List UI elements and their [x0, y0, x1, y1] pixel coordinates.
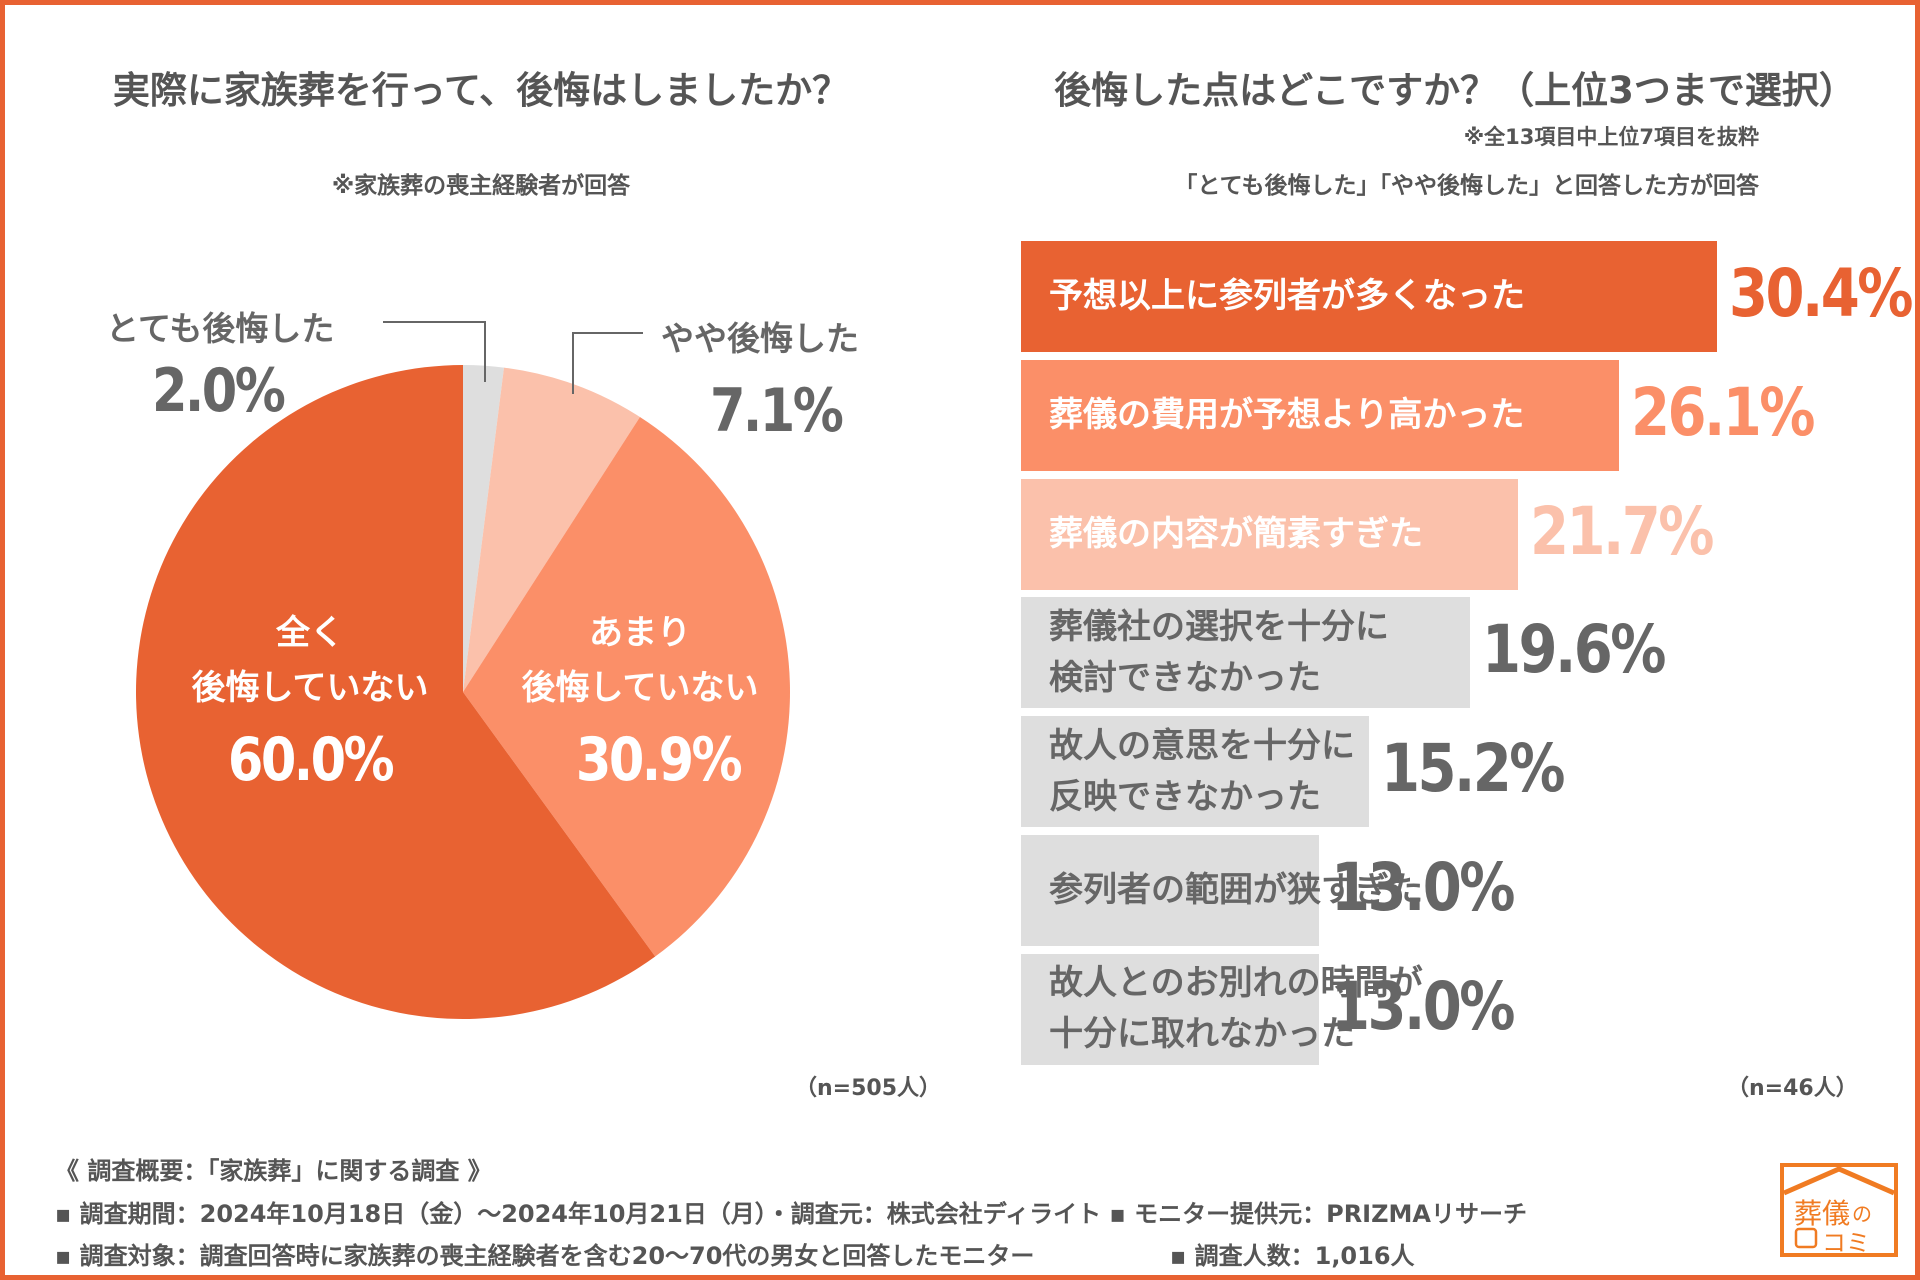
bar-0: 予想以上に参列者が多くなった: [1021, 241, 1718, 352]
bar-4: 故人の意思を十分に 反映できなかった: [1021, 716, 1370, 828]
slice-label-somewhat-regret: やや後悔した: [661, 319, 859, 358]
bar-label: 葬儀の内容が簡素すぎた: [1049, 509, 1423, 560]
footer-line-2a: ▪ 調査対象：調査回答時に家族葬の喪主経験者を含む20〜70代の男女と回答したモ…: [55, 1242, 1035, 1270]
bar-value: 13.0%: [1330, 967, 1515, 1045]
bar-label-line: 葬儀社の選択を十分に: [1049, 606, 1389, 647]
bar-label-line: 検討できなかった: [1049, 657, 1321, 698]
slice-value-very-regret: 2.0%: [152, 356, 286, 426]
slice-value-none: 60.0%: [227, 725, 395, 795]
bar-label-line: 十分に取れなかった: [1049, 1014, 1355, 1055]
leader-line-very: [383, 321, 486, 382]
bar-value: 15.2%: [1381, 730, 1565, 808]
svg-text:の: の: [1852, 1202, 1872, 1226]
slice-label-notmuch-2: 後悔していない: [521, 668, 759, 708]
bar-value: 19.6%: [1481, 611, 1666, 689]
bar-label-line: 故人の意思を十分に: [1049, 725, 1355, 766]
right-sample-size: （n=46人）: [1727, 1076, 1858, 1101]
bar-value: 21.7%: [1529, 492, 1714, 570]
bar-label-line: 葬儀の費用が予想より高かった: [1049, 394, 1525, 435]
slice-value-notmuch: 30.9%: [575, 725, 743, 795]
footer-line-2b: ▪ 調査人数：1,016人: [1170, 1242, 1415, 1270]
bar-value: 13.0%: [1330, 849, 1515, 926]
bar-label-line: 葬儀の内容が簡素すぎた: [1049, 513, 1423, 554]
bar-value: 26.1%: [1630, 373, 1815, 451]
pie-slice-1: [463, 367, 640, 692]
logo: 葬儀 の コミ: [1780, 1163, 1898, 1257]
svg-text:葬儀: 葬儀: [1794, 1197, 1850, 1230]
right-title: 後悔した点はどこですか？（上位3つまで選択）: [1054, 69, 1856, 112]
footer-line-1: ▪ 調査期間：2024年10月18日（金）〜2024年10月21日（月）・調査元…: [55, 1200, 1527, 1228]
pie-slice-2: [463, 417, 791, 957]
bar-label: 予想以上に参列者が多くなった: [1049, 271, 1525, 322]
svg-text:コミ: コミ: [1822, 1229, 1870, 1257]
bar-label-line: 故人とのお別れの時間が: [1049, 963, 1423, 1004]
pie-slice-3: [135, 364, 656, 1019]
slice-label-none-1: 全く: [276, 613, 344, 653]
bar-label: 故人の意思を十分に 反映できなかった: [1049, 721, 1355, 823]
left-sample-size: （n=505人）: [795, 1076, 942, 1101]
bar-5: 参列者の範囲が狭すぎた: [1021, 835, 1423, 946]
slice-value-somewhat-regret: 7.1%: [710, 376, 844, 446]
bar-1: 葬儀の費用が予想より高かった: [1021, 359, 1619, 471]
left-title: 実際に家族葬を行って、後悔はしましたか？: [112, 69, 850, 112]
right-note-2: 「とても後悔した」「やや後悔した」と回答した方が回答: [1174, 173, 1759, 199]
left-note: ※家族葬の喪主経験者が回答: [331, 173, 631, 199]
right-note-1: ※全13項目中上位7項目を抜粋: [1463, 125, 1759, 149]
bar-6: 故人とのお別れの時間が 十分に取れなかった: [1021, 953, 1423, 1065]
footer-heading: 《 調査概要：「家族葬」に関する調査 》: [55, 1157, 492, 1185]
bar-3: 葬儀社の選択を十分に 検討できなかった: [1021, 597, 1470, 709]
slice-label-none-2: 後悔していない: [191, 668, 429, 708]
bar-label-line: 参列者の範囲が狭すぎた: [1049, 870, 1423, 910]
leader-line-somewhat: [572, 332, 643, 394]
bar-2: 葬儀の内容が簡素すぎた: [1021, 478, 1518, 590]
bar-label-line: 反映できなかった: [1049, 776, 1321, 817]
bar-label-line: 予想以上に参列者が多くなった: [1049, 276, 1525, 316]
bar-label: 葬儀の費用が予想より高かった: [1049, 390, 1524, 441]
pie-slice-0: [463, 365, 504, 692]
bar-label: 葬儀社の選択を十分に 検討できなかった: [1049, 602, 1389, 704]
bar-label: 参列者の範囲が狭すぎた: [1049, 865, 1423, 916]
bar-value: 30.4%: [1729, 255, 1913, 332]
slice-label-very-regret: とても後悔した: [106, 309, 335, 348]
bar-label: 故人とのお別れの時間が 十分に取れなかった: [1049, 958, 1423, 1060]
slice-label-notmuch-1: あまり: [589, 613, 691, 653]
